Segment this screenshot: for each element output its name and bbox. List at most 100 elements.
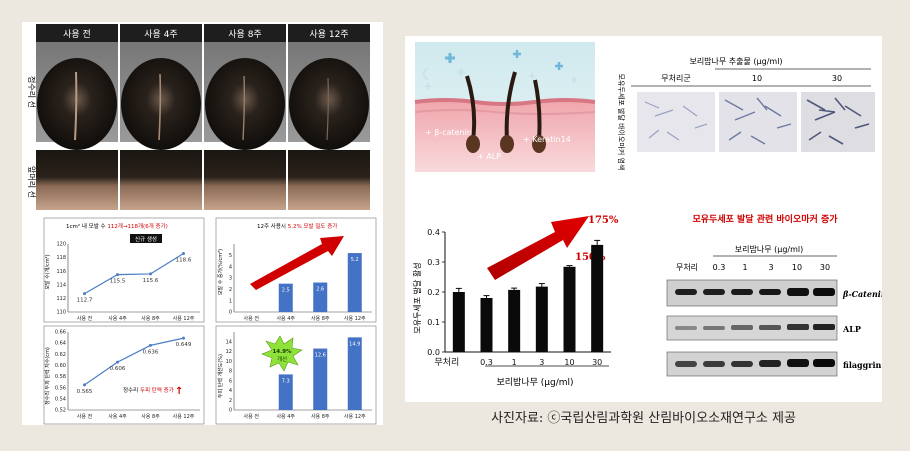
y-tick-label: 0.62 xyxy=(55,352,66,358)
keratin14-label: + Keratin14 xyxy=(523,135,571,144)
density-rate-data-label: 5.2 xyxy=(351,257,359,263)
y-tick-label: 0.1 xyxy=(427,318,440,327)
y-tick-label: 14 xyxy=(226,339,232,345)
micrograph-30 xyxy=(801,92,875,152)
activity-bar xyxy=(563,266,576,352)
alp-label: + ALP xyxy=(477,152,501,161)
density-point xyxy=(83,292,86,296)
x-tick-label: 사용 4주 xyxy=(276,315,295,322)
crown-photo xyxy=(288,42,370,150)
y-tick-label: 0.64 xyxy=(55,341,66,347)
density-point xyxy=(116,273,119,277)
elasticity-rate-data-label: 14.9 xyxy=(349,341,360,347)
crown-photos: 정수리 선 xyxy=(22,42,370,150)
x-tick-label: 무처리 xyxy=(434,356,459,368)
hair-follicle-illustration: + β-catenin + Keratin14 + ALP xyxy=(414,42,596,172)
pct-150: 150% xyxy=(575,252,606,263)
elasticity-annotation: 정수리 두피 탄력 증가 xyxy=(123,386,174,394)
x-tick-label: 사용 4주 xyxy=(276,413,295,420)
micro-header: 보리밥나무 추출물 (μg/ml) xyxy=(689,56,782,66)
crown-photo xyxy=(36,42,118,150)
elasticity-point xyxy=(149,343,152,347)
photo-col-label: 사용 12주 xyxy=(309,29,348,40)
density-title: 1cm² 내 모발 수 112개→118개(6개 증가) xyxy=(66,222,168,230)
density-data-label: 112.7 xyxy=(77,298,93,304)
x-tick-label: 30 xyxy=(592,358,602,367)
x-tick-label: 사용 12주 xyxy=(344,413,366,420)
y-tick-label: 10 xyxy=(226,359,232,365)
blot-bands xyxy=(675,288,835,367)
y-tick-label: 4 xyxy=(229,264,232,270)
elasticity-rate-bar xyxy=(278,374,293,410)
elasticity-data-label: 0.636 xyxy=(143,349,159,355)
y-tick-label: 0.58 xyxy=(55,374,66,380)
elasticity-rate-data-label: 7.3 xyxy=(282,378,290,384)
band-label: filaggrin xyxy=(843,360,881,370)
activity-arrow xyxy=(487,216,589,280)
elasticity-rate-bar xyxy=(347,337,362,410)
x-tick-label: 0.3 xyxy=(480,358,493,367)
density-rate-data-label: 2.5 xyxy=(282,288,290,294)
density-rate-ylabel: 모발 수 증가(%/cm²) xyxy=(217,249,224,295)
western-conc: 10 xyxy=(792,263,802,272)
microscopy-section: 보리밥나무 추출물 (μg/ml) 무처리군 10 30 모유두세포 발달 바이… xyxy=(617,56,875,170)
western-title: 모유두세포 발달 관련 바이오마커 증가 xyxy=(692,213,838,225)
elasticity-rate-bar xyxy=(313,348,328,410)
increase-arrow xyxy=(250,236,344,290)
x-tick-label: 사용 8주 xyxy=(311,413,330,420)
hairline-photos: 앞머리 선 xyxy=(27,150,370,210)
y-tick-label: 0.66 xyxy=(55,330,66,336)
density-data-label: 115.6 xyxy=(143,278,159,284)
y-tick-label: 0.52 xyxy=(55,408,66,414)
bar-chart-marks: 0.0 0.1 0.2 0.3 0.4 무처리 0.3 1 3 10 30 xyxy=(427,228,611,368)
y-tick-label: 0.4 xyxy=(427,228,440,237)
density-rate-title: 12주 사용시 5.2% 모발 밀도 증가 xyxy=(257,222,337,230)
elasticity-data-label: 0.565 xyxy=(77,389,93,395)
micro-side-label: 모유두세포 발달 바이오마커 염색 xyxy=(617,74,626,171)
y-tick-label: 0.54 xyxy=(55,396,66,402)
y-tick-label: 114 xyxy=(56,282,66,288)
western-untreated: 무처리 xyxy=(676,263,698,272)
y-tick-label: 0.3 xyxy=(427,258,440,267)
y-tick-label: 120 xyxy=(56,242,66,248)
burst-text-2: 개선 xyxy=(277,355,287,363)
y-tick-label: 0.0 xyxy=(427,348,440,357)
y-tick-label: 1 xyxy=(229,298,232,304)
lab-results-panel: + β-catenin + Keratin14 + ALP 보리밥나무 추출물 … xyxy=(405,36,882,402)
density-series-line xyxy=(84,253,184,295)
photo-col-label: 사용 8주 xyxy=(228,29,261,40)
elasticity-rate-data-label: 12.6 xyxy=(315,353,326,359)
bar-ylabel: 모유두세포 발달 활성 xyxy=(412,262,422,333)
activity-bar xyxy=(591,244,604,352)
photo-col-label: 사용 전 xyxy=(63,29,91,40)
band-label: ALP xyxy=(842,324,861,334)
micrograph-untreated xyxy=(637,92,715,152)
clinical-results-panel: 사용 전 사용 4주 사용 8주 사용 12주 정수리 선 xyxy=(22,22,383,425)
photo-header-row: 사용 전 사용 4주 사용 8주 사용 12주 xyxy=(36,24,370,42)
density-rate-bar xyxy=(313,282,328,312)
western-conc: 3 xyxy=(768,263,773,272)
y-tick-label: 2 xyxy=(229,287,232,293)
western-conc: 1 xyxy=(742,263,747,272)
x-tick-label: 사용 4주 xyxy=(108,413,127,420)
elasticity-rate-ylabel: 두피 탄력 개선도(%) xyxy=(217,354,224,398)
band-label: β-Catenin xyxy=(842,289,882,299)
y-tick-label: 8 xyxy=(229,369,232,375)
bar-xlabel: 보리밥나무 (μg/ml) xyxy=(496,377,573,388)
x-tick-label: 10 xyxy=(564,358,574,367)
x-tick-label: 사용 8주 xyxy=(141,413,160,420)
y-tick-label: 0.2 xyxy=(427,288,440,297)
elasticity-data-label: 0.606 xyxy=(110,366,126,372)
micro-untreated-label: 무처리군 xyxy=(661,74,690,83)
lab-results-svg: + β-catenin + Keratin14 + ALP 보리밥나무 추출물 … xyxy=(412,42,882,388)
density-data-label: 115.5 xyxy=(110,279,126,285)
density-data-label: 118.6 xyxy=(176,258,192,264)
density-ylabel: 모발 수(개/cm²) xyxy=(44,254,51,289)
density-rate-bar xyxy=(278,283,293,312)
x-tick-label: 사용 전 xyxy=(244,315,260,322)
elasticity-series-line xyxy=(84,337,184,386)
hairline-photo xyxy=(36,150,118,210)
western-header: 보리밥나무 (μg/ml) xyxy=(735,245,803,254)
density-point xyxy=(149,272,152,276)
y-tick-label: 3 xyxy=(229,276,232,282)
